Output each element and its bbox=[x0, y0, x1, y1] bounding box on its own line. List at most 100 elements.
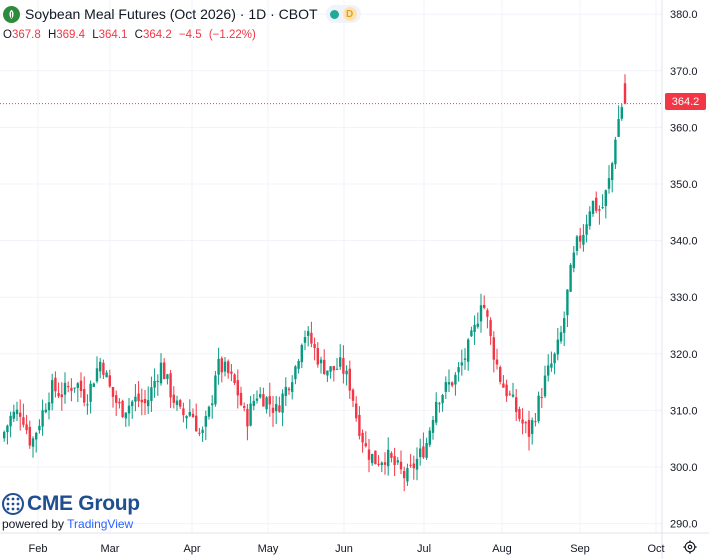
candle-body bbox=[534, 421, 537, 423]
candle-body bbox=[623, 83, 627, 104]
candle-body bbox=[438, 403, 441, 405]
candle-body bbox=[22, 417, 25, 425]
high-value: 369.4 bbox=[56, 29, 86, 41]
candle-body bbox=[508, 393, 511, 395]
candle-body bbox=[531, 420, 534, 434]
candle-body bbox=[6, 425, 9, 433]
candle-body bbox=[9, 415, 12, 427]
candle-body bbox=[252, 400, 255, 406]
candle-body bbox=[217, 358, 220, 375]
cme-brand[interactable]: CME Group powered by TradingView bbox=[2, 492, 140, 531]
candle-body bbox=[105, 372, 108, 378]
candle-body bbox=[239, 392, 243, 405]
candle-body bbox=[118, 401, 121, 404]
candle-body bbox=[543, 375, 547, 397]
candle-body bbox=[537, 395, 540, 422]
candle-body bbox=[374, 450, 377, 465]
candle-body bbox=[387, 449, 390, 467]
time-tick-label: Apr bbox=[183, 543, 200, 555]
high-label: H bbox=[47, 29, 57, 41]
candle-body bbox=[591, 200, 595, 214]
candle-body bbox=[428, 430, 431, 445]
candle-body bbox=[399, 461, 403, 470]
candle-body bbox=[198, 432, 201, 434]
candle-body bbox=[44, 409, 47, 413]
candle-body bbox=[204, 416, 207, 427]
price-tick-label: 360.0 bbox=[670, 122, 698, 134]
candle-body bbox=[159, 362, 163, 384]
candle-body bbox=[307, 331, 310, 336]
candle-body bbox=[566, 289, 569, 316]
candle-body bbox=[335, 368, 339, 370]
candle-body bbox=[153, 380, 156, 388]
candle-body bbox=[191, 413, 195, 418]
candle-body bbox=[511, 394, 515, 397]
candle-body bbox=[51, 380, 54, 404]
candle-body bbox=[579, 235, 582, 242]
candle-body bbox=[156, 380, 159, 382]
candle-body bbox=[489, 320, 492, 337]
candle-body bbox=[601, 207, 604, 209]
gear-icon[interactable] bbox=[683, 540, 697, 554]
candle-body bbox=[575, 236, 579, 251]
change-percent: (−1.22%) bbox=[208, 29, 256, 41]
candle-body bbox=[588, 211, 591, 226]
candle-body bbox=[345, 370, 348, 375]
time-tick-label: Feb bbox=[29, 543, 48, 555]
time-tick-label: Sep bbox=[570, 543, 590, 555]
candle-body bbox=[483, 304, 486, 308]
candle-body bbox=[518, 409, 521, 419]
candle-body bbox=[150, 387, 153, 401]
candle-body bbox=[121, 400, 124, 418]
candle-body bbox=[447, 382, 451, 385]
candle-body bbox=[143, 398, 147, 404]
price-tick-label: 300.0 bbox=[670, 462, 698, 474]
candle-body bbox=[89, 383, 92, 402]
open-value: 367.8 bbox=[11, 29, 41, 41]
market-status[interactable]: D bbox=[325, 5, 361, 23]
candle-body bbox=[435, 401, 438, 423]
candle-body bbox=[527, 419, 531, 437]
time-tick-label: Jun bbox=[335, 543, 353, 555]
candle-body bbox=[255, 398, 259, 401]
market-open-dot bbox=[329, 9, 339, 19]
time-tick-label: Jul bbox=[417, 543, 431, 555]
price-tick-label: 320.0 bbox=[670, 349, 698, 361]
change-value: −4.5 bbox=[178, 29, 202, 41]
price-axis[interactable]: 290.0 300.0 310.0 320.0 330.0 340.0 350.0 360.0… bbox=[670, 9, 698, 530]
candle-body bbox=[38, 425, 41, 431]
candle-body bbox=[419, 448, 422, 458]
candle-body bbox=[393, 456, 396, 466]
candle-body bbox=[92, 383, 95, 387]
candle-body bbox=[111, 386, 115, 397]
candle-body bbox=[332, 366, 335, 371]
candle-body bbox=[585, 224, 588, 235]
price-tick-label: 350.0 bbox=[670, 179, 698, 191]
candle-body bbox=[236, 380, 239, 396]
symbol-title[interactable]: Soybean Meal Futures (Oct 2026) · 1D · C… bbox=[25, 6, 318, 22]
candle-body bbox=[297, 361, 300, 369]
candle-body bbox=[473, 324, 476, 332]
candle-body bbox=[479, 305, 483, 322]
candle-body bbox=[604, 190, 607, 206]
candle-body bbox=[553, 353, 556, 364]
candle-body bbox=[412, 463, 415, 469]
candle-body bbox=[284, 386, 287, 396]
time-axis[interactable]: Feb Mar Apr May Jun Jul Aug Sep Oct bbox=[29, 543, 665, 555]
candle-body bbox=[137, 393, 140, 402]
candlestick-series bbox=[3, 74, 627, 492]
tradingview-link[interactable]: TradingView bbox=[67, 517, 134, 531]
candle-body bbox=[54, 377, 57, 392]
candle-body bbox=[233, 374, 236, 384]
last-price-label: 364.2 bbox=[665, 93, 706, 110]
candle-body bbox=[249, 403, 252, 426]
candle-body bbox=[441, 394, 444, 404]
candle-body bbox=[556, 339, 559, 355]
candle-body bbox=[140, 399, 143, 403]
candle-body bbox=[454, 374, 457, 385]
candle-body bbox=[67, 386, 70, 388]
low-value: 364.1 bbox=[98, 29, 128, 41]
candle-body bbox=[86, 404, 89, 406]
candle-body bbox=[614, 139, 617, 165]
